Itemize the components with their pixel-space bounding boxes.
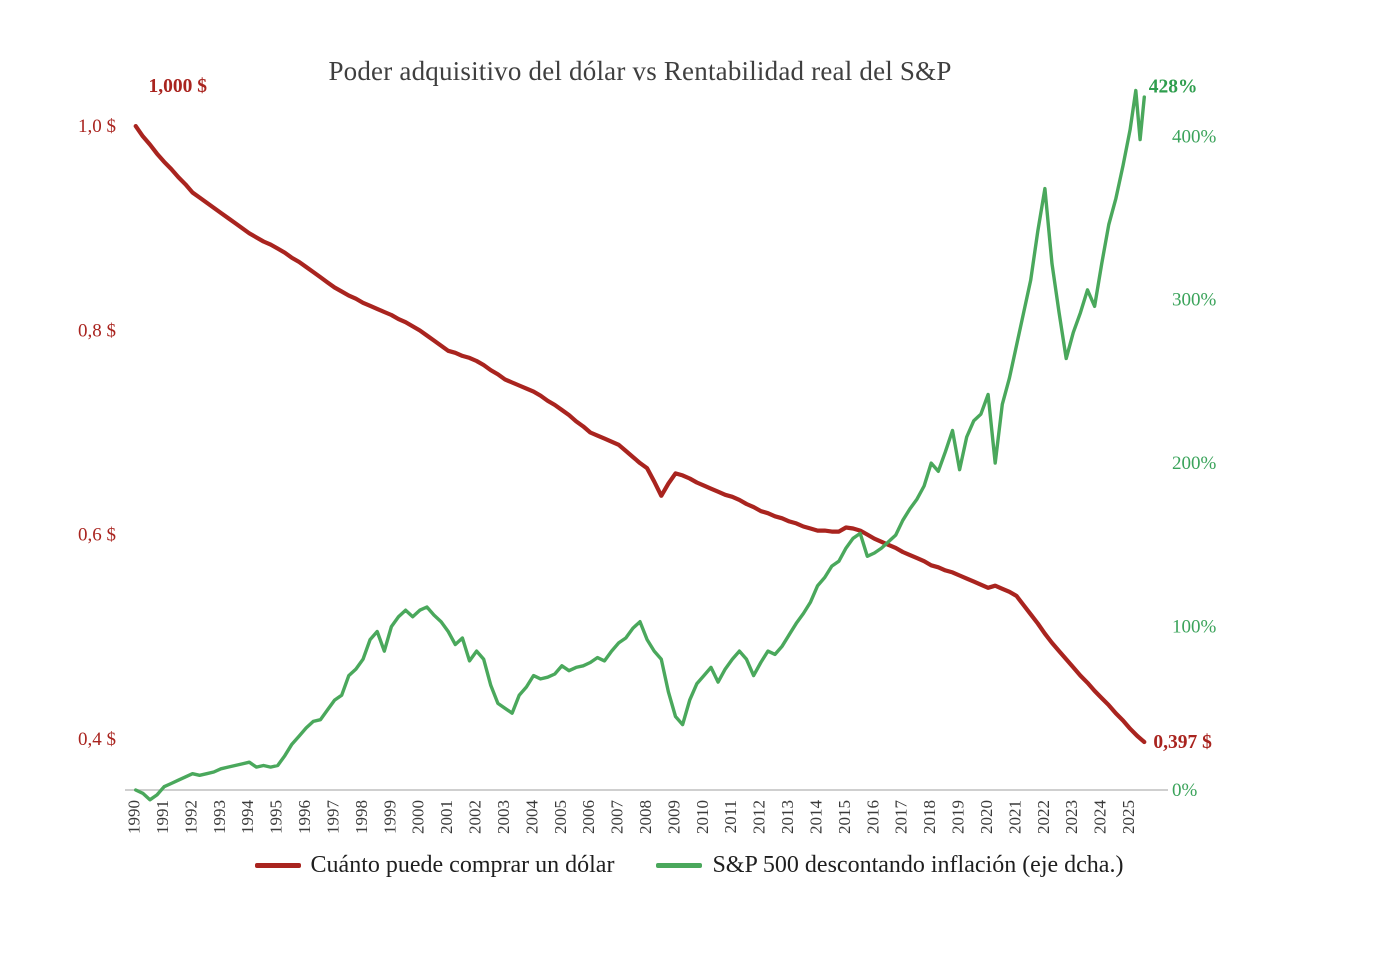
x-tick-label: 1991 (153, 800, 172, 834)
x-axis-labels: 1990 1991 1992 1993 1994 1995 1996 1997 1998 1999… (125, 800, 1138, 835)
x-tick-label: 1997 (323, 800, 342, 835)
legend-item-sp500: S&P 500 descontando inflación (eje dcha.… (656, 852, 1123, 879)
x-tick-label: 2020 (977, 800, 996, 834)
dollar-purchasing-power-line (133, 123, 1147, 745)
x-tick-label: 2021 (1005, 800, 1024, 834)
right-tick-label: 0% (1172, 780, 1198, 801)
x-tick-label: 2024 (1091, 800, 1110, 835)
left-tick-label: 0,4 $ (78, 729, 116, 750)
x-tick-label: 1993 (210, 800, 229, 834)
end-value-label: 0,397 $ (1153, 732, 1212, 753)
left-axis-labels: 1,0 $ 0,8 $ 0,6 $ 0,4 $ (78, 116, 116, 750)
x-tick-label: 2010 (693, 800, 712, 834)
left-tick-label: 0,8 $ (78, 320, 116, 341)
x-tick-label: 1996 (295, 800, 314, 834)
x-tick-label: 2016 (863, 800, 882, 834)
x-tick-label: 2002 (466, 800, 485, 834)
x-tick-label: 2006 (579, 800, 598, 834)
x-tick-label: 2008 (636, 800, 655, 834)
legend-label-dollar: Cuánto puede comprar un dólar (310, 852, 615, 878)
red-line-swatch-icon (254, 863, 301, 868)
right-tick-label: 300% (1172, 290, 1217, 311)
peak-return-label: 428% (1149, 77, 1198, 98)
x-tick-label: 2025 (1119, 800, 1138, 834)
x-tick-label: 2015 (835, 800, 854, 834)
x-tick-label: 2013 (778, 800, 797, 834)
x-tick-label: 2017 (892, 800, 911, 835)
x-tick-label: 1994 (238, 800, 257, 835)
dual-axis-line-chart: 1990 1991 1992 1993 1994 1995 1996 1997 1998 1999… (78, 76, 1217, 835)
x-tick-label: 2019 (949, 800, 968, 834)
right-tick-label: 400% (1172, 126, 1217, 147)
x-tick-label: 1990 (125, 800, 144, 834)
x-tick-label: 2023 (1062, 800, 1081, 834)
x-tick-label: 2009 (664, 800, 683, 834)
legend-label-sp500: S&P 500 descontando inflación (eje dcha.… (712, 852, 1124, 878)
right-axis-labels: 400% 300% 200% 100% 0% (1172, 126, 1217, 801)
x-tick-label: 2014 (806, 800, 825, 835)
x-tick-label: 2007 (608, 800, 627, 835)
x-tick-label: 2005 (551, 800, 570, 834)
x-tick-label: 1999 (380, 800, 399, 834)
x-tick-label: 2018 (920, 800, 939, 834)
x-tick-label: 2022 (1034, 800, 1053, 834)
sp500-real-return-line (133, 88, 1147, 802)
right-tick-label: 100% (1172, 617, 1217, 638)
chart-legend: Cuánto puede comprar un dólar S&P 500 de… (0, 852, 1378, 879)
left-tick-label: 1,0 $ (78, 116, 116, 137)
x-tick-label: 2001 (437, 800, 456, 834)
x-tick-label: 1998 (352, 800, 371, 834)
x-tick-label: 2012 (750, 800, 769, 834)
x-tick-label: 2011 (721, 800, 740, 833)
left-tick-label: 0,6 $ (78, 525, 116, 546)
green-line-swatch-icon (656, 863, 703, 868)
legend-item-dollar: Cuánto puede comprar un dólar (254, 852, 615, 879)
start-value-label: 1,000 $ (149, 76, 208, 97)
right-tick-label: 200% (1172, 453, 1217, 474)
chart-title: Poder adquisitivo del dólar vs Rentabili… (328, 56, 952, 86)
x-tick-label: 2003 (494, 800, 513, 834)
x-tick-label: 2000 (409, 800, 428, 834)
x-tick-label: 1995 (267, 800, 286, 834)
x-tick-label: 1992 (181, 800, 200, 834)
x-tick-label: 2004 (522, 800, 541, 835)
